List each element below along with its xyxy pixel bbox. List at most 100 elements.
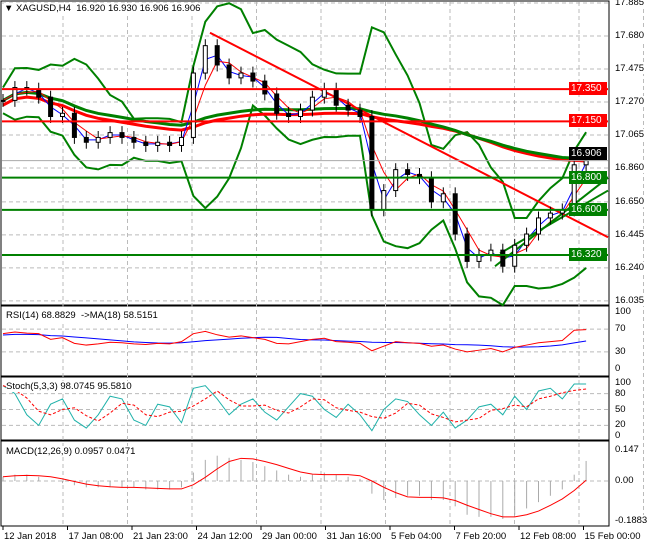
macd-signal-line xyxy=(2,457,587,518)
stoch-tick-label: 0 xyxy=(615,430,621,442)
resistance-trendline xyxy=(209,31,609,239)
level-tag: 17.150 xyxy=(569,114,607,128)
candle-body xyxy=(405,169,411,175)
candle-body xyxy=(48,96,54,118)
stoch-signal-line xyxy=(2,385,587,423)
level-tag: 16.800 xyxy=(569,170,607,184)
candle-body xyxy=(131,136,137,143)
candle-body xyxy=(536,217,541,235)
symbol: XAGUSD,H4 xyxy=(16,3,71,14)
rsi-tick-label: 0 xyxy=(615,363,621,374)
bollinger-upper xyxy=(2,2,587,219)
candle-body xyxy=(428,177,434,203)
x-tick-label: 29 Jan 00:00 xyxy=(262,531,317,542)
stoch-main-line xyxy=(2,383,587,432)
y-tick-label: 17.475 xyxy=(615,63,645,74)
y-tick-label: 17.885 xyxy=(615,0,645,8)
candle-body xyxy=(83,136,89,143)
candle-body xyxy=(167,141,173,146)
candle-body xyxy=(286,112,292,118)
x-tick-label: 24 Jan 12:00 xyxy=(197,531,253,542)
x-tick-label: 7 Feb 20:00 xyxy=(455,531,507,542)
chart-header: ▼ XAGUSD,H4 16.920 16.930 16.906 16.906 xyxy=(4,3,201,14)
ma-fast-red xyxy=(2,60,587,258)
panel-frame xyxy=(0,376,610,441)
bollinger-lower xyxy=(2,103,587,307)
candle-body xyxy=(0,99,6,102)
level-tag: 16.320 xyxy=(569,247,607,261)
candle-body xyxy=(95,136,101,143)
y-tick-label: 17.680 xyxy=(615,30,645,41)
candle-body xyxy=(238,72,244,79)
low-price: 16.906 xyxy=(139,3,169,14)
rsi-label: RSI(14) 68.8829 ->MA(18) 58.5151 xyxy=(6,310,158,321)
stoch-label: Stoch(5,3,3) 98.0745 95.5810 xyxy=(6,381,132,392)
candle-body xyxy=(36,88,42,98)
rsi-line xyxy=(2,329,587,353)
level-tag: 17.350 xyxy=(569,82,607,96)
candle-body xyxy=(107,132,113,138)
candle-body xyxy=(190,72,196,138)
y-tick-label: 16.240 xyxy=(615,261,645,273)
x-tick-label: 12 Feb 08:00 xyxy=(520,531,576,542)
candle-body xyxy=(214,45,220,66)
high-price: 16.930 xyxy=(107,3,137,14)
current-price-tag: 16.906 xyxy=(569,146,607,160)
candle-body xyxy=(226,64,232,79)
candle-body xyxy=(321,88,327,98)
rsi-tick-label: 30 xyxy=(615,345,626,357)
stoch-tick-label: 80 xyxy=(615,388,626,399)
close-price: 16.906 xyxy=(171,3,201,14)
y-tick-label: 16.860 xyxy=(615,162,645,174)
stoch-tick-label: 50 xyxy=(615,403,626,415)
candle-body xyxy=(524,233,530,246)
macd-label: MACD(12,26,9) 0.0957 0.0471 xyxy=(6,446,136,457)
candle-body xyxy=(119,132,125,138)
candle-body xyxy=(500,249,506,267)
macd-tick-label: -0.1883 xyxy=(615,514,648,526)
candle-body xyxy=(60,112,65,118)
x-tick-label: 15 Feb 00:00 xyxy=(584,531,641,542)
candle-body xyxy=(12,87,18,101)
panel-frame xyxy=(0,0,610,306)
ma-slow-green xyxy=(2,90,587,161)
rsi-tick-label: 70 xyxy=(615,323,626,335)
rsi-ma-line xyxy=(2,333,587,348)
ma-slow-red xyxy=(2,95,587,163)
y-tick-label: 16.650 xyxy=(615,195,645,207)
ma-fast-blue xyxy=(2,54,587,259)
y-tick-label: 16.445 xyxy=(615,228,645,240)
y-tick-label: 17.065 xyxy=(615,129,645,141)
candle-body xyxy=(155,141,161,146)
x-tick-label: 5 Feb 04:00 xyxy=(391,531,442,542)
level-tag: 16.600 xyxy=(569,202,607,216)
candle-body xyxy=(547,212,553,219)
candle-body xyxy=(345,104,351,111)
x-tick-label: 21 Jan 23:00 xyxy=(133,531,188,542)
candle-body xyxy=(393,169,399,192)
candle-body xyxy=(440,193,446,203)
macd-tick-label: 0.00 xyxy=(615,475,634,486)
candle-body xyxy=(309,96,315,111)
candle-body xyxy=(333,88,339,106)
candle-body xyxy=(179,136,184,146)
stoch-tick-label: 20 xyxy=(615,419,626,431)
candle-body xyxy=(71,112,77,138)
panel-frame xyxy=(0,440,610,527)
support-trendline xyxy=(499,189,609,255)
stoch-tick-label: 100 xyxy=(615,377,631,388)
candle-body xyxy=(583,160,589,166)
candle-body xyxy=(143,141,149,146)
y-tick-label: 16.035 xyxy=(615,294,645,306)
open-price: 16.920 xyxy=(76,3,106,14)
candle-body xyxy=(262,80,268,95)
candle-body xyxy=(274,93,280,114)
candle-body xyxy=(452,193,458,235)
candle-body xyxy=(357,109,363,118)
macd-tick-label: 0.147 xyxy=(615,443,639,455)
candle-body xyxy=(381,190,387,211)
rsi-tick-label: 100 xyxy=(615,306,631,317)
panel-frame xyxy=(0,305,610,377)
